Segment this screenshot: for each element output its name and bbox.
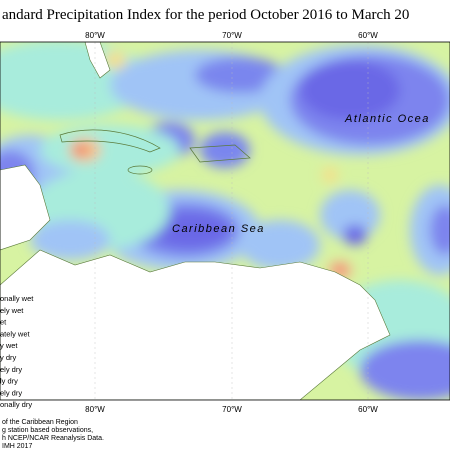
- legend-entry: onally dry: [0, 400, 32, 409]
- longitude-label: 70°W: [222, 31, 242, 40]
- jamaica-outline: [127, 165, 153, 175]
- map-frame: [0, 41, 450, 401]
- south-america-land: [0, 249, 391, 400]
- longitude-label: 60°W: [358, 405, 378, 414]
- map-title: andard Precipitation Index for the perio…: [2, 7, 409, 23]
- legend-entry: y wet: [0, 341, 18, 350]
- legend-entry: et: [0, 318, 7, 327]
- index-field: [0, 42, 450, 400]
- legend-entry: ely dry: [0, 365, 22, 374]
- note-line: h NCEP/NCAR Reanalysis Data.: [2, 435, 104, 442]
- note-line: IMH 2017: [2, 443, 32, 450]
- florida-land: [84, 42, 111, 79]
- sea-label: Caribbean Sea: [172, 223, 265, 235]
- legend-entry: ly dry: [0, 377, 18, 386]
- hispaniola-outline: [189, 144, 251, 163]
- longitude-label: 80°W: [85, 31, 105, 40]
- longitude-label: 80°W: [85, 405, 105, 414]
- legend-entry: ately wet: [0, 329, 31, 338]
- cuba-outline: [59, 129, 161, 153]
- note-line: g station based observations,: [2, 427, 93, 434]
- longitude-label: 70°W: [222, 405, 242, 414]
- longitude-label: 60°W: [358, 31, 378, 40]
- central-america-land: [0, 164, 51, 251]
- legend-entry: onally wet: [0, 294, 34, 303]
- legend: onally wet ely wet et ately wet y wet y dry el…: [0, 294, 34, 409]
- legend-entry: ely dry: [0, 388, 22, 397]
- legend-entry: y dry: [0, 353, 17, 362]
- legend-entry: ely wet: [0, 306, 24, 315]
- note-line: of the Caribbean Region: [2, 419, 78, 426]
- ocean-label: Atlantic Ocea: [344, 113, 430, 125]
